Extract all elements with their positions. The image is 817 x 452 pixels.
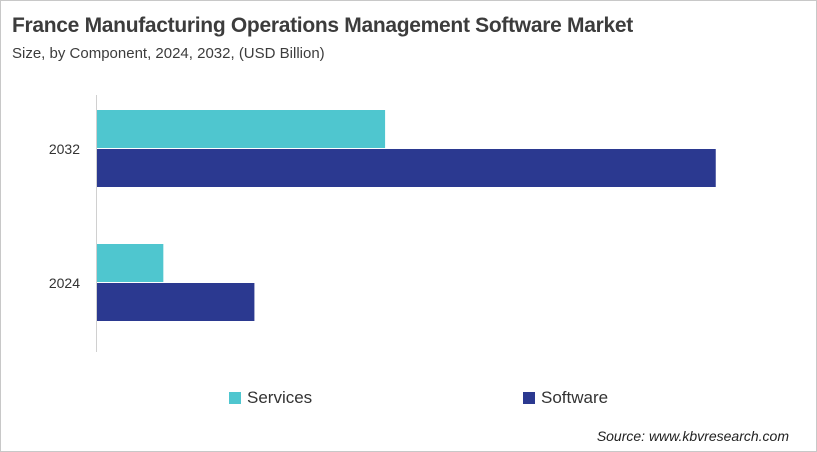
legend-item-services: Services xyxy=(229,388,312,408)
bar-services-2024 xyxy=(97,244,164,282)
chart-subtitle: Size, by Component, 2024, 2032, (USD Bil… xyxy=(12,45,325,62)
legend-label-services: Services xyxy=(247,388,313,407)
legend-swatch-services xyxy=(229,392,241,404)
legend-item-software: Software xyxy=(523,388,608,408)
legend-label-software: Software xyxy=(541,388,609,407)
chart-title: France Manufacturing Operations Manageme… xyxy=(12,14,633,37)
bar-software-2024 xyxy=(97,283,255,321)
y-tick-label-2024: 2024 xyxy=(49,275,80,291)
y-tick-label-2032: 2032 xyxy=(49,141,80,157)
bar-services-2032 xyxy=(97,110,386,148)
bar-software-2032 xyxy=(97,149,716,187)
legend-swatch-software xyxy=(523,392,535,404)
source-note: Source: www.kbvresearch.com xyxy=(596,428,789,444)
